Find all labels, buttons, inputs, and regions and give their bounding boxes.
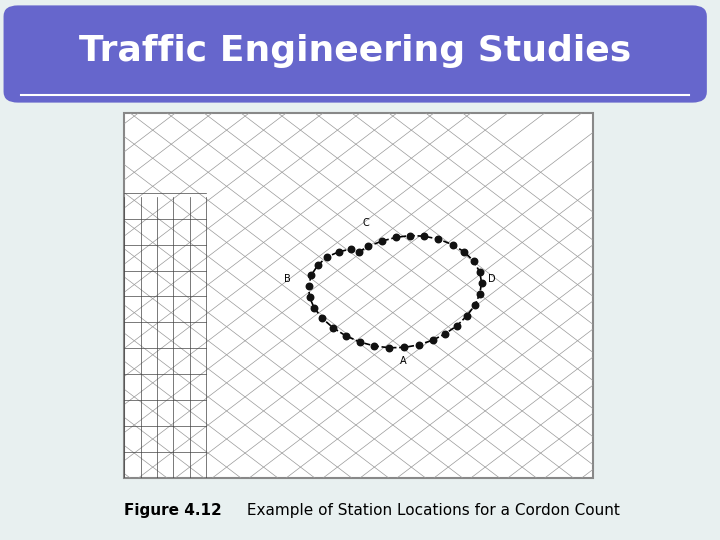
Point [308,303,320,312]
Point [413,341,425,349]
Point [316,314,328,322]
Point [354,338,366,346]
Point [461,312,472,320]
Point [451,321,463,330]
Point [469,301,481,309]
Point [433,235,444,244]
Point [369,342,380,350]
Point [427,336,438,345]
Point [321,253,333,261]
Point [398,343,410,352]
FancyBboxPatch shape [4,5,707,103]
Point [418,232,430,240]
FancyBboxPatch shape [125,113,593,478]
Point [312,261,324,269]
Text: Traffic Engineering Studies: Traffic Engineering Studies [79,35,631,68]
Point [384,343,395,352]
Point [474,268,485,276]
Text: A: A [400,356,407,366]
Text: Figure 4.12: Figure 4.12 [125,503,222,518]
Point [447,240,459,249]
Text: D: D [487,274,495,284]
Point [327,323,338,332]
Point [405,231,416,240]
Point [340,332,351,340]
Point [304,293,315,301]
Point [474,289,485,298]
Point [303,281,315,290]
Point [476,279,487,287]
Point [440,329,451,338]
Point [390,233,402,241]
Text: B: B [284,274,291,284]
Point [459,247,470,256]
Text: C: C [362,218,369,228]
Point [345,245,356,253]
Point [353,247,364,256]
Text: Example of Station Locations for a Cordon Count: Example of Station Locations for a Cordo… [241,503,619,518]
Point [305,271,317,279]
Point [362,242,374,251]
Point [377,237,388,245]
Point [333,247,344,256]
Point [468,256,480,265]
